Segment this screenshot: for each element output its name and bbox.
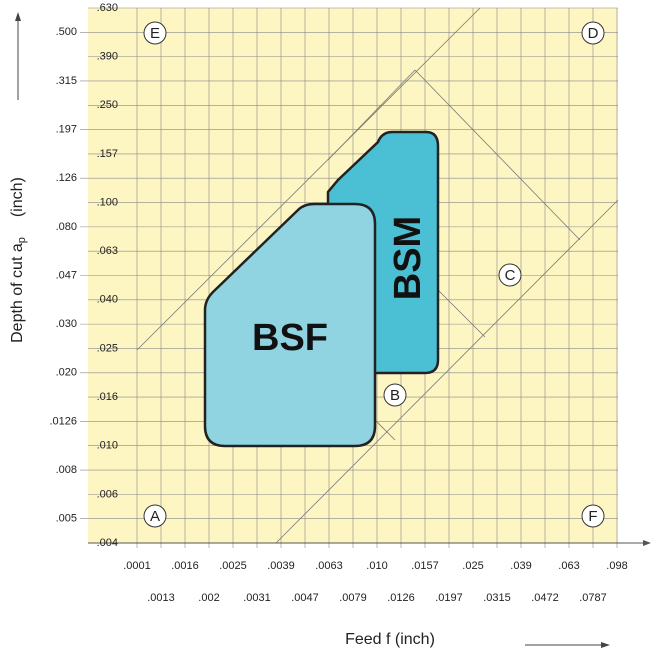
x-tick-label: .0787: [579, 592, 607, 604]
y-tick-label: .047: [56, 269, 77, 281]
y-axis-title: Depth of cut ap (inch): [9, 177, 28, 343]
y-tick-label: .004: [97, 537, 118, 549]
x-tick-label: .0039: [267, 560, 295, 572]
point-marker: [498, 263, 522, 287]
x-tick-label: .0079: [339, 592, 367, 604]
y-tick-label: .006: [97, 488, 118, 500]
y-tick-label: .010: [97, 440, 118, 452]
x-tick-label: .039: [510, 560, 531, 572]
diagonal: [374, 419, 396, 441]
y-tick-label: .126: [56, 172, 77, 184]
y-tick-label: .500: [56, 26, 77, 38]
x-tick-label: .098: [606, 560, 627, 572]
diagonal: [327, 69, 416, 161]
y-tick-label: .020: [56, 367, 77, 379]
diagonals: [136, 7, 619, 544]
y-tick-label: .315: [56, 75, 77, 87]
y-tick-label: .025: [97, 342, 118, 354]
x-tick-label: .0016: [171, 560, 199, 572]
y-title-arrowhead: [15, 12, 21, 21]
x-tick-label: .0063: [315, 560, 343, 572]
y-tick-label: .005: [56, 513, 77, 525]
y-unit: (inch): [9, 177, 26, 217]
point-label: D: [588, 25, 599, 42]
point-label: A: [150, 508, 160, 525]
x-tick-label: .0047: [291, 592, 319, 604]
x-tick-label: .0013: [147, 592, 175, 604]
point-marker: [581, 21, 605, 45]
x-tick-label: .0197: [435, 592, 463, 604]
y-subscript: p: [16, 237, 28, 243]
diagonal: [437, 289, 486, 338]
diagonal: [136, 7, 481, 351]
point-label: C: [505, 267, 516, 284]
diagonal: [414, 69, 581, 241]
region-label: BSF: [252, 317, 328, 359]
point-marker: [143, 504, 167, 528]
point-marker: [383, 383, 407, 407]
region-bsf: [203, 202, 377, 448]
x-tick-label: .0315: [483, 592, 511, 604]
x-tick-label: .0031: [243, 592, 271, 604]
y-tick-label: .063: [97, 245, 118, 257]
x-tick-label: .025: [462, 560, 483, 572]
x-axis-arrow: [643, 540, 651, 546]
point-label: F: [588, 508, 597, 525]
y-tick-label: .100: [97, 196, 118, 208]
point-marker: [143, 21, 167, 45]
x-tick-label: .0025: [219, 560, 247, 572]
y-tick-label: .390: [97, 51, 118, 63]
ticks: .0001 .0013 .0016 .002 .0025 .0031 .0039 .0047.…: [49, 2, 627, 604]
y-tick-label: .630: [97, 2, 118, 14]
y-title: Depth of cut a: [9, 243, 26, 343]
y-tick-label: .080: [56, 221, 77, 233]
region-label: BSM: [387, 216, 429, 300]
y-tick-label: .040: [97, 294, 118, 306]
y-tick-label: .157: [97, 148, 118, 160]
y-tick-label: .008: [56, 464, 77, 476]
y-tick-label: .250: [97, 99, 118, 111]
x-axis-title: Feed f (inch): [345, 631, 435, 648]
y-tick-label: .197: [56, 123, 77, 135]
x-tick-label: .0126: [387, 592, 415, 604]
point-label: E: [150, 25, 160, 42]
x-tick-label: .010: [366, 560, 387, 572]
y-tick-label: .030: [56, 318, 77, 330]
points: A B C D E F: [143, 21, 605, 528]
x-tick-label: .063: [558, 560, 579, 572]
diagonal: [275, 199, 619, 544]
x-tick-label: .0001: [123, 560, 151, 572]
x-tick-label: .0472: [531, 592, 559, 604]
point-marker: [581, 504, 605, 528]
x-tick-label: .002: [198, 592, 219, 604]
y-tick-label: .0126: [49, 415, 77, 427]
x-tick-label: .0157: [411, 560, 439, 572]
x-title-arrowhead: [601, 642, 610, 648]
y-tick-label: .016: [97, 391, 118, 403]
point-label: B: [390, 387, 400, 404]
